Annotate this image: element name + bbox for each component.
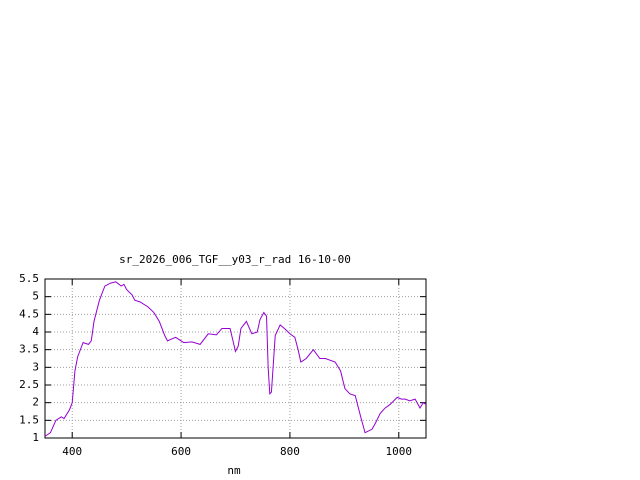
- y-tick-label: 4.5: [19, 307, 39, 320]
- y-tick-label: 4: [32, 325, 39, 338]
- chart-title: sr_2026_006_TGF__y03_r_rad 16-10-00: [119, 253, 351, 266]
- y-tick-label: 1: [32, 431, 39, 444]
- y-tick-label: 3: [32, 360, 39, 373]
- plot-frame: [44, 278, 427, 439]
- x-axis-label: nm: [227, 464, 241, 477]
- x-tick-label: 600: [171, 445, 191, 458]
- data-line: [44, 281, 427, 437]
- x-tick-label: 1000: [386, 445, 413, 458]
- x-tick-label: 400: [62, 445, 82, 458]
- y-tick-label: 2.5: [19, 378, 39, 391]
- y-tick-label: 3.5: [19, 343, 39, 356]
- y-tick-label: 5: [32, 290, 39, 303]
- y-tick-label: 5.5: [19, 272, 39, 285]
- y-tick-label: 2: [32, 396, 39, 409]
- x-tick-label: 800: [280, 445, 300, 458]
- y-tick-label: 1.5: [19, 413, 39, 426]
